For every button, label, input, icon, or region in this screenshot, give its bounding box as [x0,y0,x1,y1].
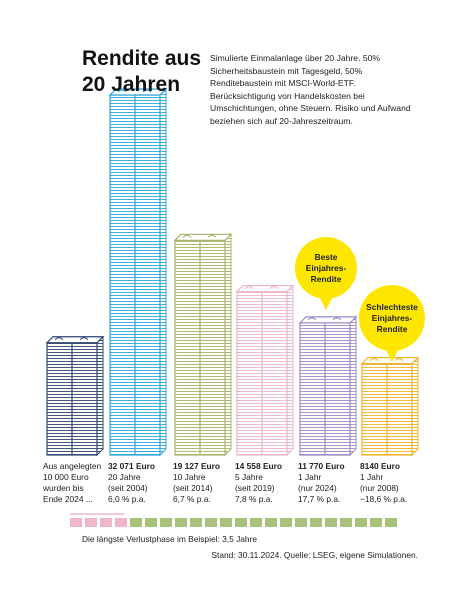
bar-side [96,335,104,457]
timeline-square [175,518,187,527]
intro-label: Aus angelegten [43,461,102,471]
timeline-square [115,518,127,527]
timeline-square [250,518,262,527]
timeline-square [145,518,157,527]
bar-side [286,284,294,457]
timeline-square [205,518,217,527]
value-label: 32 071 Euro [108,461,155,471]
callout-text: Schlechteste [366,302,418,312]
callout-text: Einjahres- [372,313,413,323]
detail-label: (seit 2014) [173,483,213,493]
bar-band [369,358,404,361]
bar-side [159,87,167,457]
value-label: 8140 Euro [360,461,400,471]
detail-label: −18,6 % p.a. [360,494,407,504]
value-label: 14 558 Euro [235,461,282,471]
callout-tail [385,348,399,362]
detail-label: 6,0 % p.a. [108,494,146,504]
detail-label: 1 Jahr [360,472,383,482]
description: Simulierte Einmalanlage über 20 Jahre. 5… [210,53,411,126]
detail-label: 5 Jahre [235,472,263,482]
source: Stand: 30.11.2024. Quelle: LSEG, eigene … [211,550,418,560]
timeline-square [370,518,382,527]
callout-tail [319,296,333,310]
timeline-square [100,518,112,527]
detail-label: 20 Jahre [108,472,141,482]
timeline-square [160,518,172,527]
bar-band [182,234,217,238]
timeline-square [280,518,292,527]
callout-text: Rendite [377,324,408,334]
chart-title: Rendite aus 20 Jahren [82,47,202,96]
timeline-square [355,518,367,527]
detail-label: 17,7 % p.a. [298,494,340,504]
timeline-square [265,518,277,527]
timeline-square [220,518,232,527]
callout-text: Einjahres- [306,263,347,273]
timeline-square [325,518,337,527]
detail-label: 10 Jahre [173,472,206,482]
timeline-square [340,518,352,527]
bar-side [411,356,419,457]
value-label: 10 000 Euro [43,472,89,482]
detail-label: 6,7 % p.a. [173,494,211,504]
timeline-square [310,518,322,527]
timeline-square [130,518,142,527]
detail-label: wurden bis [42,483,84,493]
timeline-square [190,518,202,527]
bar-band [307,317,342,321]
timeline-square [70,518,82,527]
callout [359,285,425,351]
value-label: 11 770 Euro [298,461,345,471]
detail-label: Ende 2024 ... [43,494,93,504]
detail-label: 7,8 % p.a. [235,494,273,504]
detail-label: (nur 2024) [298,483,337,493]
timeline-square [295,518,307,527]
timeline-label: Die längste Verlustphase im Beispiel: 3,… [82,534,257,544]
callout-text: Rendite [311,274,342,284]
bar-band [117,89,152,93]
callout-text: Beste [315,252,338,262]
detail-label: (nur 2008) [360,483,399,493]
detail-label: (seit 2004) [108,483,148,493]
bar-side [224,233,232,457]
bar-side [349,315,357,457]
callout [295,237,357,299]
timeline-square [235,518,247,527]
timeline-square [85,518,97,527]
value-label: 19 127 Euro [173,461,220,471]
detail-label: (seit 2019) [235,483,275,493]
timeline-square [385,518,397,527]
detail-label: 1 Jahr [298,472,321,482]
bar-band [54,337,89,341]
bar-band [244,286,279,289]
